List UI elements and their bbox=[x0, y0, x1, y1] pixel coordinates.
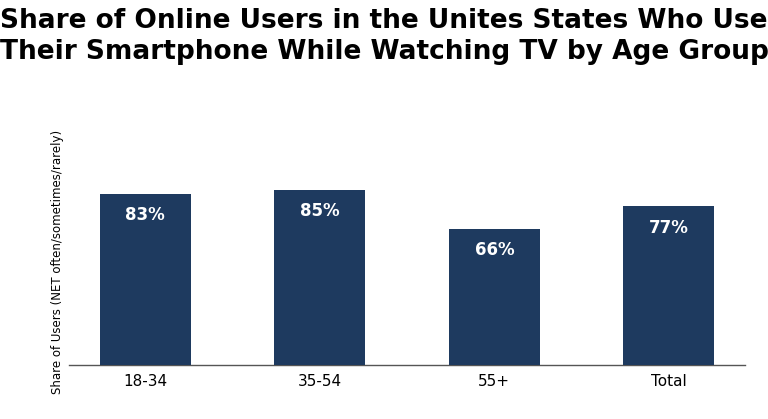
Bar bbox=[624, 207, 714, 365]
Bar bbox=[100, 194, 190, 365]
Text: 66%: 66% bbox=[475, 241, 514, 259]
Text: 85%: 85% bbox=[300, 202, 339, 220]
Text: 83%: 83% bbox=[125, 207, 165, 225]
Bar bbox=[274, 190, 365, 365]
Y-axis label: Share of Users (NET often/sometimes/rarely): Share of Users (NET often/sometimes/rare… bbox=[51, 130, 64, 394]
Text: Share of Online Users in the Unites States Who Use
Their Smartphone While Watchi: Share of Online Users in the Unites Stat… bbox=[0, 8, 768, 65]
Bar bbox=[449, 229, 540, 365]
Text: 77%: 77% bbox=[649, 219, 689, 237]
